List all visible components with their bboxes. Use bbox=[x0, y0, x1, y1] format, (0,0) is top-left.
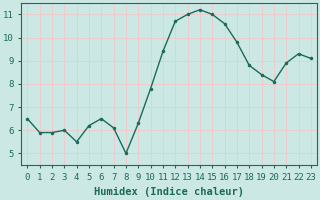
X-axis label: Humidex (Indice chaleur): Humidex (Indice chaleur) bbox=[94, 187, 244, 197]
